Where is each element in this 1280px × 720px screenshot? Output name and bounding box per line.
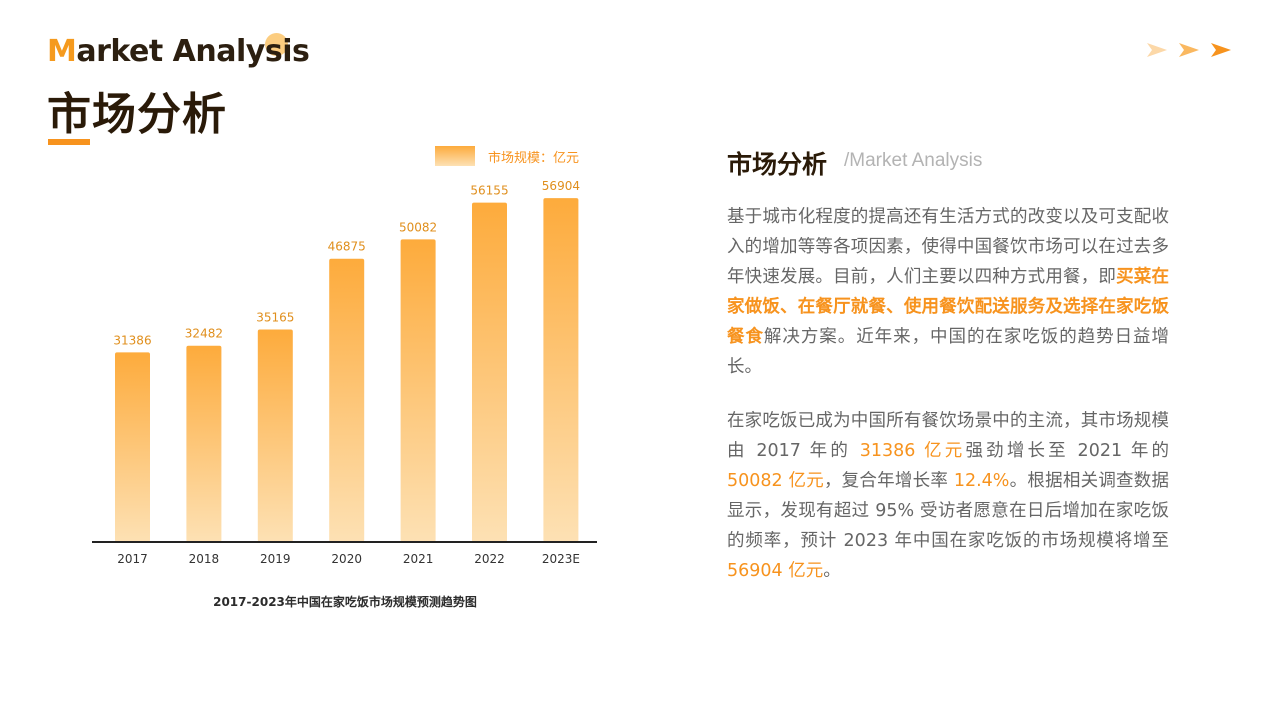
x-tick-2023E: 2023E bbox=[542, 552, 580, 566]
decorative-arrows bbox=[1146, 40, 1232, 60]
p2-text-g: 。根据相关调查数据显示，发现有超过 95% 受访者愿意在日后增加在家吃饭的频率，… bbox=[727, 471, 1170, 551]
page-title-en-rest: arket Analysis bbox=[76, 34, 310, 69]
bar-2023E bbox=[543, 198, 579, 542]
bar-2021 bbox=[400, 239, 436, 542]
p1-highlight: 买菜在家做饭、在餐厅就餐、使用餐饮配送服务及选择在家吃饭餐食 bbox=[727, 267, 1169, 347]
x-tick-2018: 2018 bbox=[189, 552, 220, 566]
p1-text-end: 解决方案。近年来，中国的在家吃饭的趋势日益增长。 bbox=[727, 327, 1170, 377]
p2-text-a: 在家吃饭已成为中国所有餐饮场景中的主流，其市场规模由 2017 年的 bbox=[727, 411, 1169, 461]
arrow-right-icon bbox=[1211, 43, 1231, 57]
p2-value-2023: 56904 亿元 bbox=[727, 561, 824, 581]
page-title-en-initial: M bbox=[47, 34, 77, 69]
data-label-2019: 35165 bbox=[256, 311, 294, 325]
data-label-2017: 31386 bbox=[113, 333, 151, 347]
page-title-cn: 市场分析 bbox=[47, 89, 227, 140]
paragraph-2: 在家吃饭已成为中国所有餐饮场景中的主流，其市场规模由 2017 年的 31386… bbox=[727, 406, 1169, 586]
bar-2020 bbox=[329, 258, 365, 542]
p2-value-2021: 50082 亿元 bbox=[727, 471, 824, 491]
arrow-right-icon bbox=[1179, 43, 1199, 57]
p1-text: 基于城市化程度的提高还有生活方式的改变以及可支配收入的增加等等各项因素，使得中国… bbox=[727, 207, 1169, 287]
page-title-en: Market Analysis bbox=[47, 34, 310, 69]
title-underline bbox=[48, 139, 90, 145]
bar-2017 bbox=[115, 352, 150, 542]
bar-2022 bbox=[472, 202, 507, 542]
bar-2019 bbox=[257, 329, 293, 542]
legend-swatch bbox=[435, 146, 475, 166]
section-title-en: /Market Analysis bbox=[844, 150, 983, 171]
paragraph-1: 基于城市化程度的提高还有生活方式的改变以及可支配收入的增加等等各项因素，使得中国… bbox=[727, 202, 1169, 382]
legend-label: 市场规模：亿元 bbox=[488, 150, 579, 166]
p2-cagr: 12.4% bbox=[953, 471, 1010, 491]
bar-chart-svg: 市场规模：亿元 31386 2017 32482 2018 35165 2019 46875 2… bbox=[92, 146, 597, 566]
p2-value-2017: 31386 亿元 bbox=[859, 441, 966, 461]
x-tick-2020: 2020 bbox=[331, 552, 362, 566]
data-label-2023E: 56904 bbox=[542, 179, 580, 193]
x-tick-2022: 2022 bbox=[474, 552, 505, 566]
x-tick-2019: 2019 bbox=[260, 552, 291, 566]
data-label-2020: 46875 bbox=[328, 240, 366, 254]
p2-text-e: ，复合年增长率 bbox=[823, 471, 954, 491]
data-label-2018: 32482 bbox=[185, 327, 223, 341]
arrow-right-icon bbox=[1147, 43, 1167, 57]
p2-text-i: 。 bbox=[823, 561, 841, 581]
x-tick-2021: 2021 bbox=[403, 552, 434, 566]
chart-title: 2017-2023年中国在家吃饭市场规模预测趋势图 bbox=[213, 595, 477, 609]
section-title-cn: 市场分析 bbox=[727, 150, 828, 179]
data-label-2021: 50082 bbox=[399, 220, 437, 234]
data-label-2022: 56155 bbox=[470, 184, 508, 198]
decorative-circle bbox=[265, 33, 288, 56]
market-size-chart: 市场规模：亿元 31386 2017 32482 2018 35165 2019 46875 2… bbox=[92, 146, 597, 609]
x-tick-2017: 2017 bbox=[117, 552, 148, 566]
bar-2018 bbox=[186, 345, 222, 542]
p2-text-c: 强劲增长至 2021 年的 bbox=[965, 441, 1169, 461]
